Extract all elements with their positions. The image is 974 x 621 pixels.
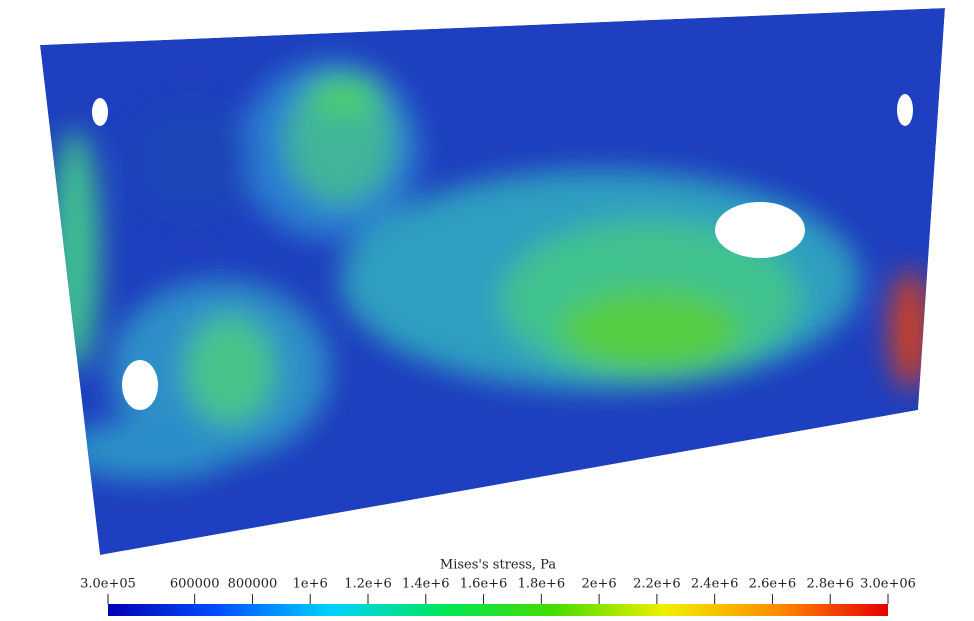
tick-label: 1e+6 [293, 577, 328, 592]
tick-label: 2.8e+6 [806, 577, 854, 592]
tick-label: 2.2e+6 [633, 577, 681, 592]
tick-label: 1.8e+6 [518, 577, 566, 592]
colorbar [108, 604, 888, 616]
tick-label: 3.0e+06 [860, 577, 916, 592]
colorbar-title: Mises's stress, Pa [440, 558, 556, 573]
tick-label: 2.6e+6 [749, 577, 797, 592]
tick-label: 1.6e+6 [460, 577, 508, 592]
tick-label: 600000 [170, 577, 220, 592]
tick-label: 1.2e+6 [344, 577, 392, 592]
tick-label: 1.4e+6 [402, 577, 450, 592]
tick-label: 3.0e+05 [80, 577, 136, 592]
tick-label: 800000 [228, 577, 278, 592]
stress-render [40, 8, 945, 555]
tick-label: 2e+6 [582, 577, 617, 592]
tick-label: 2.4e+6 [691, 577, 739, 592]
colorbar-ticks: 3.0e+05 600000 800000 1e+6 1.2e+6 1.4e+6 1.6e+… [80, 577, 916, 604]
